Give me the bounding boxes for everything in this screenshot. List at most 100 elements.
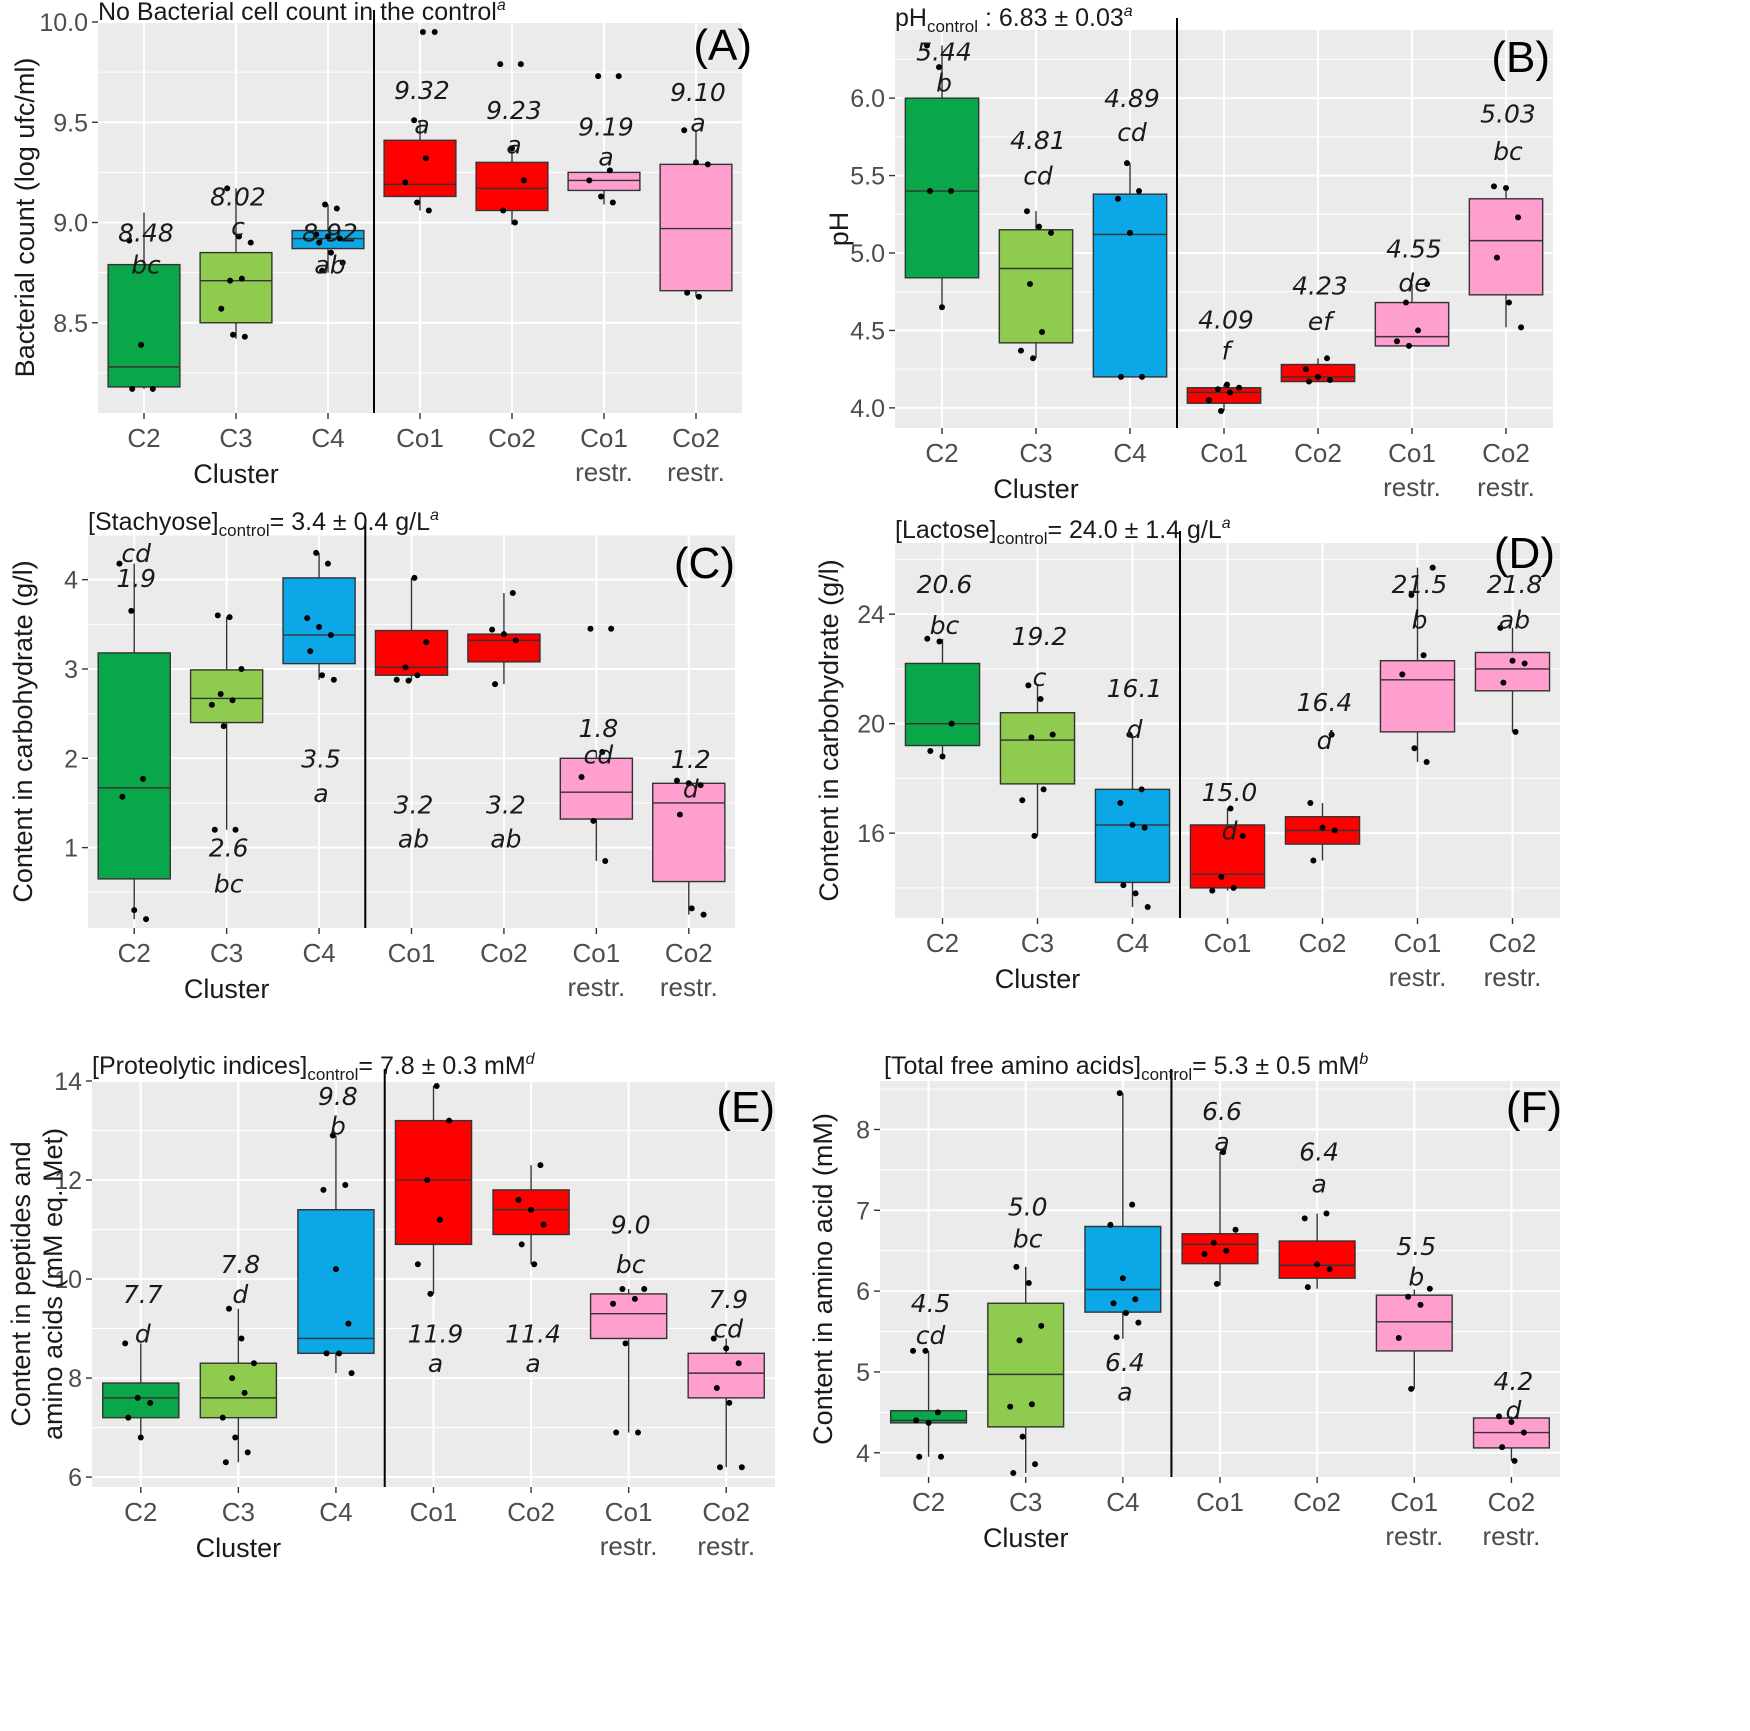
box-Co1 [383, 139, 457, 198]
data-point [1013, 1263, 1020, 1270]
annotation: a [1214, 1128, 1229, 1157]
box-Co1restr [559, 757, 634, 820]
data-point [685, 780, 692, 787]
data-point [1429, 564, 1436, 571]
x-tick-label: Co2 [488, 423, 536, 453]
data-point [348, 1370, 355, 1377]
data-point [697, 782, 704, 789]
box-Co1 [1189, 824, 1266, 889]
y-tick-label: 12 [54, 1167, 82, 1195]
annotation: 1.8 [578, 714, 618, 743]
data-point [922, 1347, 929, 1354]
annotation: d [232, 1280, 248, 1309]
data-point [119, 793, 126, 800]
data-point [1411, 745, 1418, 752]
box-Co1restr [567, 171, 641, 192]
data-point [414, 672, 421, 679]
data-point [143, 916, 150, 923]
annotation: b [936, 69, 952, 98]
box-Co2restr [659, 163, 733, 292]
data-point [1136, 188, 1143, 195]
y-tick-label: 8 [68, 1365, 82, 1393]
y-tick-label: 7 [856, 1197, 870, 1225]
data-point [492, 681, 499, 688]
data-point [1116, 1090, 1123, 1097]
annotation: 9.0 [611, 1211, 651, 1240]
annotation: 8.48 [118, 219, 174, 248]
data-point [509, 145, 515, 152]
annotation: a [313, 779, 328, 808]
data-point [1126, 731, 1133, 738]
panel-tag: (F) [1506, 1083, 1562, 1132]
data-point [511, 219, 518, 226]
data-point [1114, 195, 1121, 202]
data-point [723, 1345, 730, 1352]
x-tick-label: Co2 restr. [1484, 928, 1542, 992]
y-tick-label: 4 [856, 1440, 870, 1468]
annotation: 19.2 [1012, 622, 1068, 651]
data-point [676, 811, 683, 818]
x-tick-label: C3 [222, 1497, 255, 1527]
annotation: 3.2 [486, 791, 526, 820]
data-point [726, 1399, 733, 1406]
data-point [313, 549, 320, 556]
x-axis-title: Cluster [993, 474, 1079, 504]
data-point [1032, 1461, 1039, 1468]
data-point [939, 753, 946, 760]
data-point [1049, 731, 1056, 738]
y-tick-label: 1 [64, 835, 78, 863]
x-tick-label: Co1 restr. [1385, 1487, 1443, 1551]
data-point [1217, 407, 1224, 414]
y-tick-label: 10.0 [39, 9, 88, 37]
data-point [425, 207, 432, 214]
x-tick-label: Co2 [507, 1497, 555, 1527]
y-tick-label: 3 [64, 656, 78, 684]
data-point [1107, 1221, 1114, 1228]
data-point [1232, 1226, 1239, 1233]
x-tick-label: Co1 restr. [600, 1497, 658, 1561]
box-Co1restr [589, 1293, 668, 1340]
annotation: a [525, 1349, 540, 1378]
annotation: 7.8 [220, 1250, 260, 1279]
data-point [1393, 338, 1400, 345]
annotation: 4.5 [911, 1289, 951, 1318]
annotation: 6.4 [1299, 1137, 1339, 1166]
data-point [129, 385, 136, 392]
data-point [1218, 873, 1225, 880]
data-point [247, 239, 254, 246]
data-point [948, 720, 955, 727]
box-C3 [189, 669, 264, 724]
data-point [325, 233, 331, 240]
data-point [1028, 1401, 1035, 1408]
box-Co2 [467, 633, 541, 663]
annotation: 9.23 [486, 96, 542, 125]
annotation: 4.23 [1292, 272, 1348, 301]
data-point [241, 333, 248, 340]
y-tick-label: 8.5 [53, 310, 88, 338]
y-tick-label: 6.0 [850, 85, 885, 113]
data-point [1132, 890, 1139, 897]
data-point [1515, 214, 1522, 221]
data-point [122, 1340, 129, 1347]
box-C4 [291, 229, 365, 250]
annotation: a [690, 108, 705, 137]
data-point [211, 826, 218, 833]
data-point [1048, 229, 1055, 236]
y-tick-label: 14 [54, 1068, 82, 1096]
data-point [319, 672, 326, 679]
y-axis-title: Content in carbohydrate (g/l) [814, 559, 844, 901]
data-point [227, 277, 234, 284]
data-point [926, 188, 933, 195]
x-axis-title: Cluster [184, 974, 270, 1004]
annotation: 5.44 [916, 38, 972, 67]
data-point [345, 1320, 352, 1327]
data-point [1026, 280, 1033, 287]
annotation: 4.2 [1494, 1367, 1534, 1396]
data-point [1426, 1285, 1433, 1292]
annotation: a [506, 130, 521, 159]
data-point [1305, 378, 1312, 385]
panel-title: No Bacterial cell count in the controla [98, 0, 506, 26]
box-Co1restr [1374, 301, 1450, 347]
data-point [578, 774, 585, 781]
annotation: a [428, 1349, 443, 1378]
